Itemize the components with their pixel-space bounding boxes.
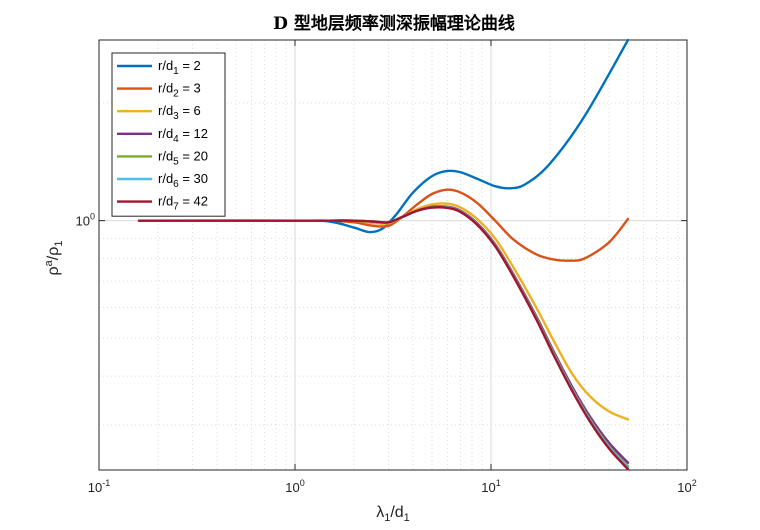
legend: r/d1 = 2 r/d2 = 3 r/d3 = 6 r/d4 = 12 r/d5 = … <box>111 52 226 217</box>
x-tick-label: 101 <box>481 478 500 495</box>
series-line-7 <box>137 206 630 471</box>
legend-label-1: r/d1 = 2 <box>158 58 201 77</box>
series-line-5 <box>137 205 630 468</box>
axis-labels: λ1/d1 ρa/ρ1 <box>43 241 410 524</box>
legend-label-3: r/d3 = 6 <box>158 103 201 122</box>
series-line-1 <box>137 38 630 234</box>
series-line-3 <box>137 202 630 421</box>
legend-label-5: r/d5 = 20 <box>158 148 208 167</box>
y-axis-label: ρa/ρ1 <box>43 241 65 276</box>
series-layer <box>137 38 630 471</box>
series-line-2 <box>137 188 630 262</box>
x-tick-label: 102 <box>677 478 696 495</box>
series-line-6 <box>137 205 630 469</box>
ticks-layer: 10-1 100 101 102 100 <box>76 40 697 495</box>
series-line-4 <box>137 205 630 464</box>
legend-label-4: r/d4 = 12 <box>158 126 208 145</box>
legend-label-7: r/d7 = 42 <box>158 194 208 213</box>
x-tick-label: 10-1 <box>88 478 110 495</box>
x-axis-label: λ1/d1 <box>376 504 410 524</box>
legend-label-6: r/d6 = 30 <box>158 171 208 190</box>
legend-label-2: r/d2 = 3 <box>158 81 201 100</box>
plot-frame <box>98 39 688 471</box>
y-tick-label: 100 <box>76 212 95 229</box>
chart-title: D 型地层频率测深振幅理论曲线 <box>273 13 515 34</box>
x-tick-label: 100 <box>285 478 304 495</box>
